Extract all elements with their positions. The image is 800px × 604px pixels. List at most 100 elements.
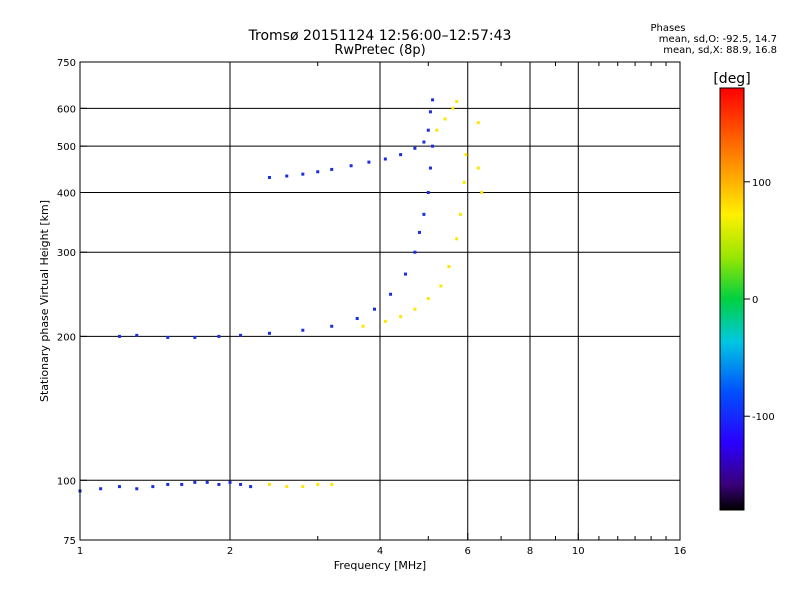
scatter-point (151, 485, 155, 489)
scatter-point (480, 190, 484, 194)
scatter-point (413, 146, 417, 150)
scatter-point (426, 297, 430, 301)
scatter-point (413, 307, 417, 311)
phase-box-heading: Phases (650, 23, 685, 34)
scatter-point (267, 482, 271, 486)
scatter-point (135, 333, 139, 337)
scatter-point (439, 284, 443, 288)
scatter-point (355, 316, 359, 320)
scatter-point (205, 480, 209, 484)
scatter-point (193, 335, 197, 339)
scatter-point (476, 121, 480, 125)
scatter-point (166, 335, 170, 339)
scatter-point (285, 174, 289, 178)
scatter-point (267, 175, 271, 179)
scatter-point (447, 265, 451, 269)
scatter-point (428, 110, 432, 114)
grid-lines (80, 62, 680, 540)
scatter-point (373, 307, 377, 311)
chart-subtitle: RwPretec (8p) (334, 43, 425, 58)
scatter-point (422, 140, 426, 144)
scatter-point (389, 292, 393, 296)
scatter-point (458, 212, 462, 216)
scatter-point (422, 212, 426, 216)
scatter-point (435, 128, 439, 132)
x-tick-label: 2 (227, 546, 233, 557)
scatter-point (383, 157, 387, 161)
scatter-point (399, 153, 403, 157)
scatter-point (455, 237, 459, 241)
y-tick-label: 100 (57, 476, 76, 487)
x-tick-label: 4 (377, 546, 383, 557)
y-axis-label: Stationary phase Virtual Height [km] (38, 200, 51, 402)
y-tick-label: 300 (57, 248, 76, 259)
scatter-point (330, 167, 334, 171)
scatter-point (301, 485, 305, 489)
y-tick-label: 75 (63, 536, 76, 547)
scatter-point (413, 250, 417, 254)
x-tick-label: 10 (572, 546, 585, 557)
colorbar-tick-label: 100 (752, 178, 771, 189)
x-tick-label: 16 (674, 546, 687, 557)
scatter-point (117, 334, 121, 338)
scatter-point (464, 153, 468, 157)
scatter-point (330, 324, 334, 328)
colorbar (719, 87, 745, 511)
scatter-point (367, 160, 371, 164)
scatter-point (193, 480, 197, 484)
scatter-point (443, 117, 447, 121)
scatter-point (217, 334, 221, 338)
scatter-point (316, 170, 320, 174)
scatter-point (330, 482, 334, 486)
scatter-point (99, 487, 103, 491)
colorbar-tick-label: 0 (752, 295, 758, 306)
scatter-point (349, 164, 353, 168)
chart-title: Tromsø 20151124 12:56:00–12:57:43 (248, 28, 512, 44)
axis-ticks: 1 2 4 6 8 10 16 75 100 200 300 400 500 600 750 (57, 58, 686, 557)
x-tick-label: 1 (77, 546, 83, 557)
scatter-point (316, 482, 320, 486)
scatter-point (239, 482, 243, 486)
scatter-point (403, 272, 407, 276)
scatter-point (426, 128, 430, 132)
scatter-point (399, 315, 403, 319)
scatter-point (166, 482, 170, 486)
scatter-point (455, 100, 459, 104)
scatter-point (285, 485, 289, 489)
scatter-point (361, 324, 365, 328)
scatter-point (249, 485, 253, 489)
scatter-point (462, 180, 466, 184)
x-tick-label: 8 (527, 546, 533, 557)
y-tick-label: 200 (57, 332, 76, 343)
scatter-point (451, 106, 455, 110)
data-points (78, 98, 484, 493)
scatter-point (239, 333, 243, 337)
scatter-point (301, 172, 305, 176)
scatter-point (135, 487, 139, 491)
phase-box-o-line: mean, sd,O: -92.5, 14.7 (659, 34, 777, 45)
scatter-point (426, 190, 430, 194)
x-tick-label: 6 (465, 546, 471, 557)
y-tick-label: 600 (57, 104, 76, 115)
scatter-point (267, 331, 271, 335)
colorbar-label: [deg] (713, 71, 750, 87)
scatter-point (383, 319, 387, 323)
y-tick-label: 400 (57, 188, 76, 199)
scatter-point (476, 166, 480, 170)
x-axis-label: Frequency [MHz] (334, 559, 426, 572)
scatter-point (180, 482, 184, 486)
scatter-point (417, 230, 421, 234)
scatter-point (431, 144, 435, 148)
colorbar-tick-label: -100 (752, 412, 775, 423)
scatter-point (228, 480, 232, 484)
phase-box-x-line: mean, sd,X: 88.9, 16.8 (663, 45, 777, 56)
y-tick-label: 750 (57, 58, 76, 69)
scatter-point (428, 166, 432, 170)
scatter-point (301, 328, 305, 332)
scatter-point (431, 98, 435, 102)
scatter-point (217, 482, 221, 486)
y-tick-label: 500 (57, 142, 76, 153)
scatter-point (117, 485, 121, 489)
